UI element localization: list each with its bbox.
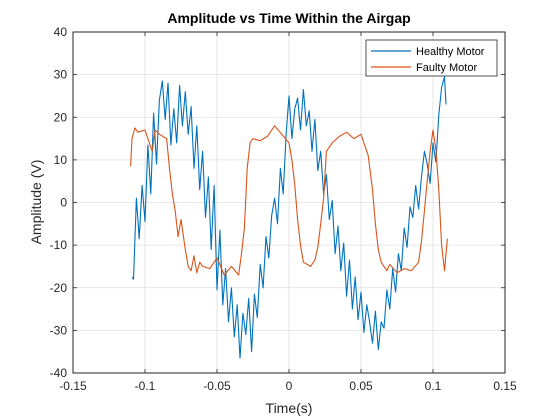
x-tick-label: -0.15: [59, 379, 87, 393]
x-tick-label: -0.05: [203, 379, 231, 393]
series-line-faulty-motor: [130, 125, 448, 276]
y-tick-label: 0: [60, 196, 67, 210]
legend: Healthy Motor Faulty Motor: [365, 39, 498, 77]
legend-label-healthy-motor: Healthy Motor: [416, 46, 485, 58]
series-layer: [130, 76, 448, 359]
y-tick-label: -10: [50, 238, 68, 252]
x-tick-label: -0.1: [135, 379, 156, 393]
y-tick-label: 10: [54, 153, 68, 167]
x-tick-label: 0: [286, 379, 293, 393]
legend-box: [365, 39, 498, 77]
y-tick-label: 30: [54, 68, 68, 82]
legend-label-faulty-motor: Faulty Motor: [416, 62, 477, 74]
y-tick-label: -20: [50, 281, 68, 295]
x-tick-label: 0.1: [425, 379, 442, 393]
y-tick-label: -40: [50, 366, 68, 380]
tick-labels: -0.15 -0.1 -0.05 0 0.05 0.1 0.15 -40 -30 -20 -10 0 1…: [50, 25, 517, 393]
y-axis-label: Amplitude (V): [28, 160, 44, 245]
series-line-healthy-motor: [131, 76, 447, 359]
x-tick-label: 0.05: [349, 379, 373, 393]
y-tick-label: 20: [54, 110, 68, 124]
x-axis-label: Time(s): [266, 400, 313, 416]
chart-title: Amplitude vs Time Within the Airgap: [167, 10, 410, 26]
axis-ticks: [72, 31, 506, 374]
y-tick-label: -30: [50, 323, 68, 337]
y-tick-label: 40: [54, 25, 68, 39]
x-tick-label: 0.15: [493, 379, 517, 393]
